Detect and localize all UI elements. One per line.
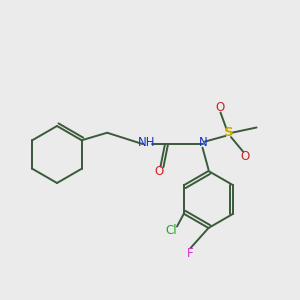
Text: F: F	[187, 247, 194, 260]
Text: O: O	[240, 150, 249, 163]
Text: S: S	[224, 126, 233, 140]
Text: Cl: Cl	[165, 224, 177, 238]
Text: N: N	[199, 136, 208, 149]
Text: O: O	[215, 101, 224, 114]
Text: NH: NH	[138, 136, 156, 149]
Text: O: O	[154, 165, 164, 178]
